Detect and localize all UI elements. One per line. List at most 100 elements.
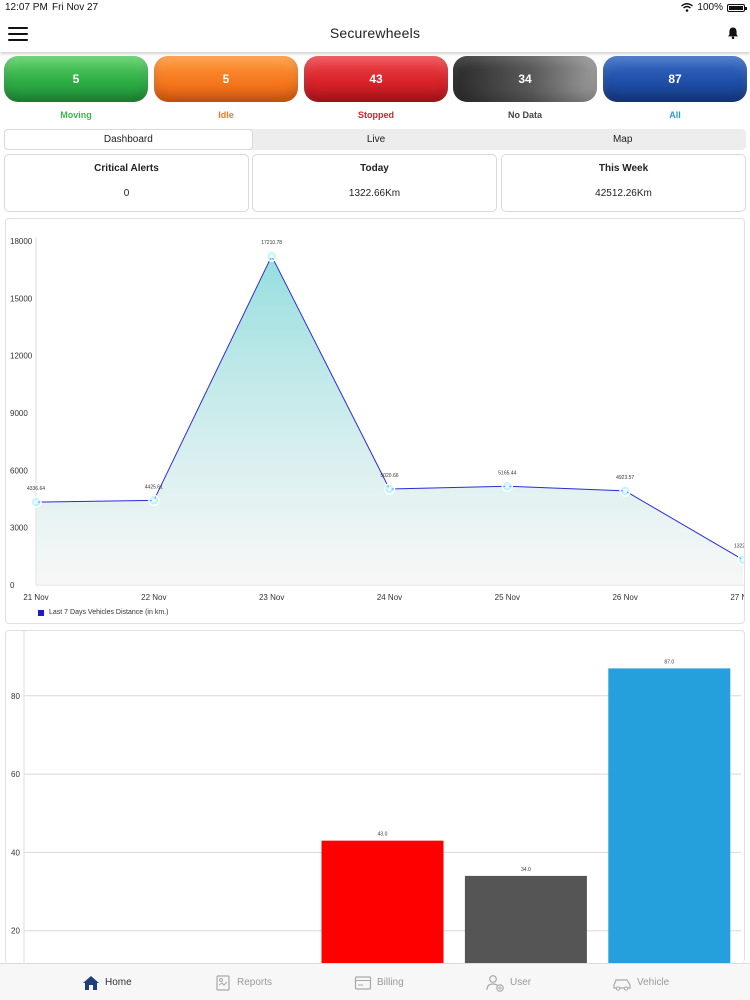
battery-percent: 100%: [697, 2, 723, 13]
summary-today: Today 1322.66Km: [252, 154, 497, 212]
chart-legend: Last 7 Days Vehicles Distance (in km.): [38, 609, 168, 616]
y-tick-label: 60: [11, 770, 20, 779]
bar-value-label: 43.0: [378, 832, 388, 838]
status-date: Fri Nov 27: [52, 2, 99, 13]
summary-title: Critical Alerts: [94, 163, 159, 174]
tabbar-label: Reports: [237, 977, 273, 988]
y-tick-label: 9000: [10, 409, 28, 418]
data-label: 4425.61: [145, 484, 163, 490]
y-tick-label: 40: [11, 848, 20, 857]
tabbar-reports[interactable]: Reports: [214, 964, 272, 1000]
summary-title: Today: [360, 163, 389, 174]
status-card-count: 43: [304, 56, 448, 102]
tab-live[interactable]: Live: [366, 134, 386, 145]
legend-swatch: [38, 609, 44, 616]
status-bar-chart-panel: 204060805.05.043.034.087.0: [5, 630, 745, 963]
bottom-tab-bar: Home Reports Billing: [0, 963, 750, 1000]
status-card-no-data[interactable]: 34 No Data: [453, 54, 597, 124]
tab-map[interactable]: Map: [612, 134, 633, 145]
y-tick-label: 15000: [10, 294, 33, 303]
status-right: 100%: [681, 2, 747, 13]
user-icon: [486, 974, 504, 992]
tabbar-label: Vehicle: [637, 977, 670, 988]
data-label: 5020.66: [380, 473, 398, 479]
vehicle-status-cards: 5 Moving 5 Idle 43 Stopped 34 No Data 87…: [4, 54, 747, 124]
status-card-count: 34: [453, 56, 597, 102]
system-status-bar: 12:07 PM Fri Nov 27 100%: [0, 0, 750, 16]
x-tick-label: 22 Nov: [141, 593, 166, 602]
status-card-count: 5: [4, 56, 148, 102]
summary-value: 1322.66Km: [348, 188, 401, 199]
data-label: 5165.44: [498, 470, 516, 476]
tabbar-home[interactable]: Home: [82, 964, 132, 1000]
tab-dashboard[interactable]: Dashboard: [4, 129, 253, 150]
distance-summary: Critical Alerts 0 Today 1322.66Km This W…: [4, 154, 746, 212]
vehicle-status-bar-chart: 204060805.05.043.034.087.0: [11, 631, 741, 963]
x-tick-label: 25 Nov: [495, 593, 520, 602]
wifi-icon: [681, 3, 694, 12]
home-icon: [83, 975, 99, 990]
data-point-core: [34, 500, 38, 505]
view-tabs: Dashboard Live Map: [4, 129, 746, 150]
status-card-idle[interactable]: 5 Idle: [154, 54, 298, 124]
data-label: 1322.66: [734, 544, 745, 550]
status-card-stopped[interactable]: 43 Stopped: [304, 54, 448, 124]
data-label: 17210.78: [261, 240, 282, 246]
data-point-core: [741, 557, 744, 562]
data-point-core: [623, 488, 628, 493]
summary-critical-alerts[interactable]: Critical Alerts 0: [4, 154, 249, 212]
status-card-label: Idle: [218, 110, 234, 120]
y-tick-label: 80: [11, 692, 20, 701]
x-tick-label: 26 Nov: [612, 593, 637, 602]
data-point-core: [387, 487, 392, 492]
data-label: 4923.57: [616, 475, 634, 481]
y-tick-label: 20: [11, 927, 20, 936]
summary-title: This Week: [598, 163, 649, 174]
bar-all[interactable]: [608, 668, 731, 963]
app-title: Securewheels: [329, 25, 421, 41]
status-card-all[interactable]: 87 All: [603, 54, 747, 124]
status-card-moving[interactable]: 5 Moving: [4, 54, 148, 124]
status-card-label: Stopped: [358, 110, 394, 120]
tabbar-label: Billing: [377, 977, 404, 988]
vehicle-icon: [613, 978, 631, 991]
data-point-core: [269, 254, 274, 259]
distance-area-chart: 0 3000 6000 9000 12000 15000 18000 4336.64 4425.…: [10, 237, 745, 602]
status-time: 12:07 PM: [5, 2, 48, 13]
status-card-count: 5: [154, 56, 298, 102]
summary-this-week: This Week 42512.26Km: [501, 154, 746, 212]
reports-icon: [216, 974, 230, 991]
summary-value: 0: [123, 188, 130, 199]
y-tick-label: 6000: [10, 466, 28, 475]
data-point-core: [151, 498, 156, 503]
area-fill: [36, 256, 743, 585]
y-tick-label: 18000: [10, 237, 33, 246]
status-card-label: No Data: [507, 110, 542, 120]
legend-label: Last 7 Days Vehicles Distance (in km.): [49, 609, 169, 616]
x-tick-label: 23 Nov: [259, 593, 284, 602]
y-tick-label: 3000: [10, 524, 28, 533]
battery-icon: [727, 3, 747, 12]
data-label: 4336.64: [27, 486, 45, 492]
distance-chart-panel: 0 3000 6000 9000 12000 15000 18000 4336.64 4425.…: [5, 218, 745, 624]
x-tick-label: 24 Nov: [377, 593, 402, 602]
billing-icon: [354, 975, 372, 990]
bell-icon[interactable]: [726, 26, 740, 40]
status-card-count: 87: [603, 56, 747, 102]
tabbar-label: Home: [105, 977, 132, 988]
y-tick-label: 0: [10, 581, 15, 590]
bar-no-data[interactable]: [464, 875, 587, 963]
tabbar-label: User: [510, 977, 532, 988]
app-header: Securewheels: [0, 16, 750, 52]
status-card-label: Moving: [60, 110, 92, 120]
status-card-label: All: [669, 110, 681, 120]
tabbar-vehicle[interactable]: Vehicle: [612, 964, 669, 1000]
summary-value: 42512.26Km: [595, 188, 652, 199]
tabbar-user[interactable]: User: [485, 964, 531, 1000]
y-tick-label: 12000: [10, 352, 33, 361]
bar-stopped[interactable]: [321, 840, 444, 963]
bar-value-label: 87.0: [664, 659, 674, 665]
tabbar-billing[interactable]: Billing: [354, 964, 404, 1000]
hamburger-menu-icon[interactable]: [8, 27, 28, 41]
